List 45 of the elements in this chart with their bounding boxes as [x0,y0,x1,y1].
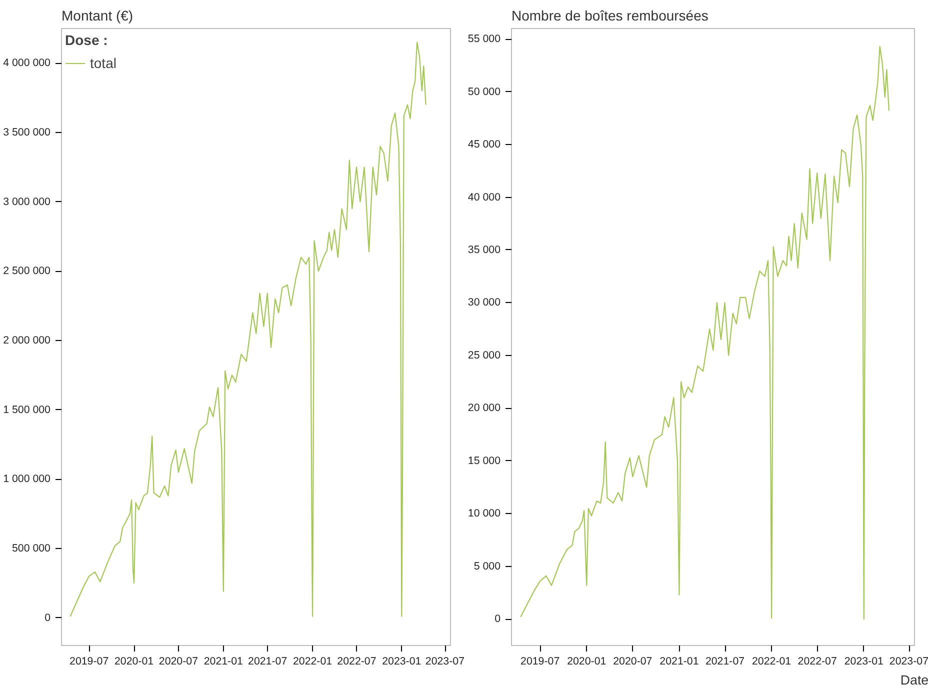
y-tick-label: 3 500 000 [3,126,51,138]
y-tick-label: 50 000 [468,86,501,98]
y-tick-label: 40 000 [468,191,501,204]
x-tick-label: 2023-01 [844,656,884,668]
y-tick-label: 35 000 [468,244,501,256]
y-tick-label: 5 000 [474,560,501,572]
x-tick-label: 2020-01 [567,656,606,668]
x-tick-label: 2023-07 [425,656,465,668]
x-tick-label: 2023-07 [889,656,928,668]
x-tick-label: 2022-07 [337,656,376,668]
x-tick-label: 2022-01 [292,656,332,668]
y-tick-label: 0 [494,613,501,626]
y-tick-label: 10 000 [468,508,501,520]
x-tick-label: 2021-01 [204,656,244,668]
x-tick-label: 2021-07 [705,656,745,668]
x-tick-label: 2023-01 [382,656,422,668]
legend-title: Dose : [65,32,109,48]
y-tick-label: 1 000 000 [3,473,51,486]
y-tick-label: 2 500 000 [3,265,51,278]
x-tick-label: 2021-01 [660,656,699,668]
y-tick-label: 1 500 000 [3,404,51,416]
y-tick-label: 55 000 [468,33,501,46]
x-tick-label: 2019-07 [70,656,109,668]
y-tick-label: 30 000 [468,296,501,309]
x-tick-label: 2020-07 [613,656,652,668]
chart-title: Nombre de boîtes remboursées [512,8,708,24]
y-tick-label: 45 000 [468,138,501,151]
x-axis-title: Date [900,672,928,688]
legend-label: total [90,55,116,71]
x-tick-label: 2020-07 [158,656,198,668]
x-tick-label: 2019-07 [520,656,560,668]
y-tick-label: 3 000 000 [3,196,51,208]
y-tick-label: 15 000 [468,454,501,467]
x-tick-label: 2021-07 [248,656,288,668]
y-tick-label: 20 000 [468,402,501,414]
y-tick-label: 4 000 000 [3,57,51,70]
y-tick-label: 2 000 000 [3,334,51,346]
y-tick-label: 500 000 [12,542,51,554]
y-tick-label: 25 000 [468,349,501,362]
line-series [520,46,890,620]
x-tick-label: 2020-01 [114,656,154,668]
x-tick-label: 2022-07 [798,656,837,668]
chart-title: Montant (€) [62,8,134,24]
y-tick-label: 0 [44,612,51,624]
x-tick-label: 2022-01 [752,656,792,668]
